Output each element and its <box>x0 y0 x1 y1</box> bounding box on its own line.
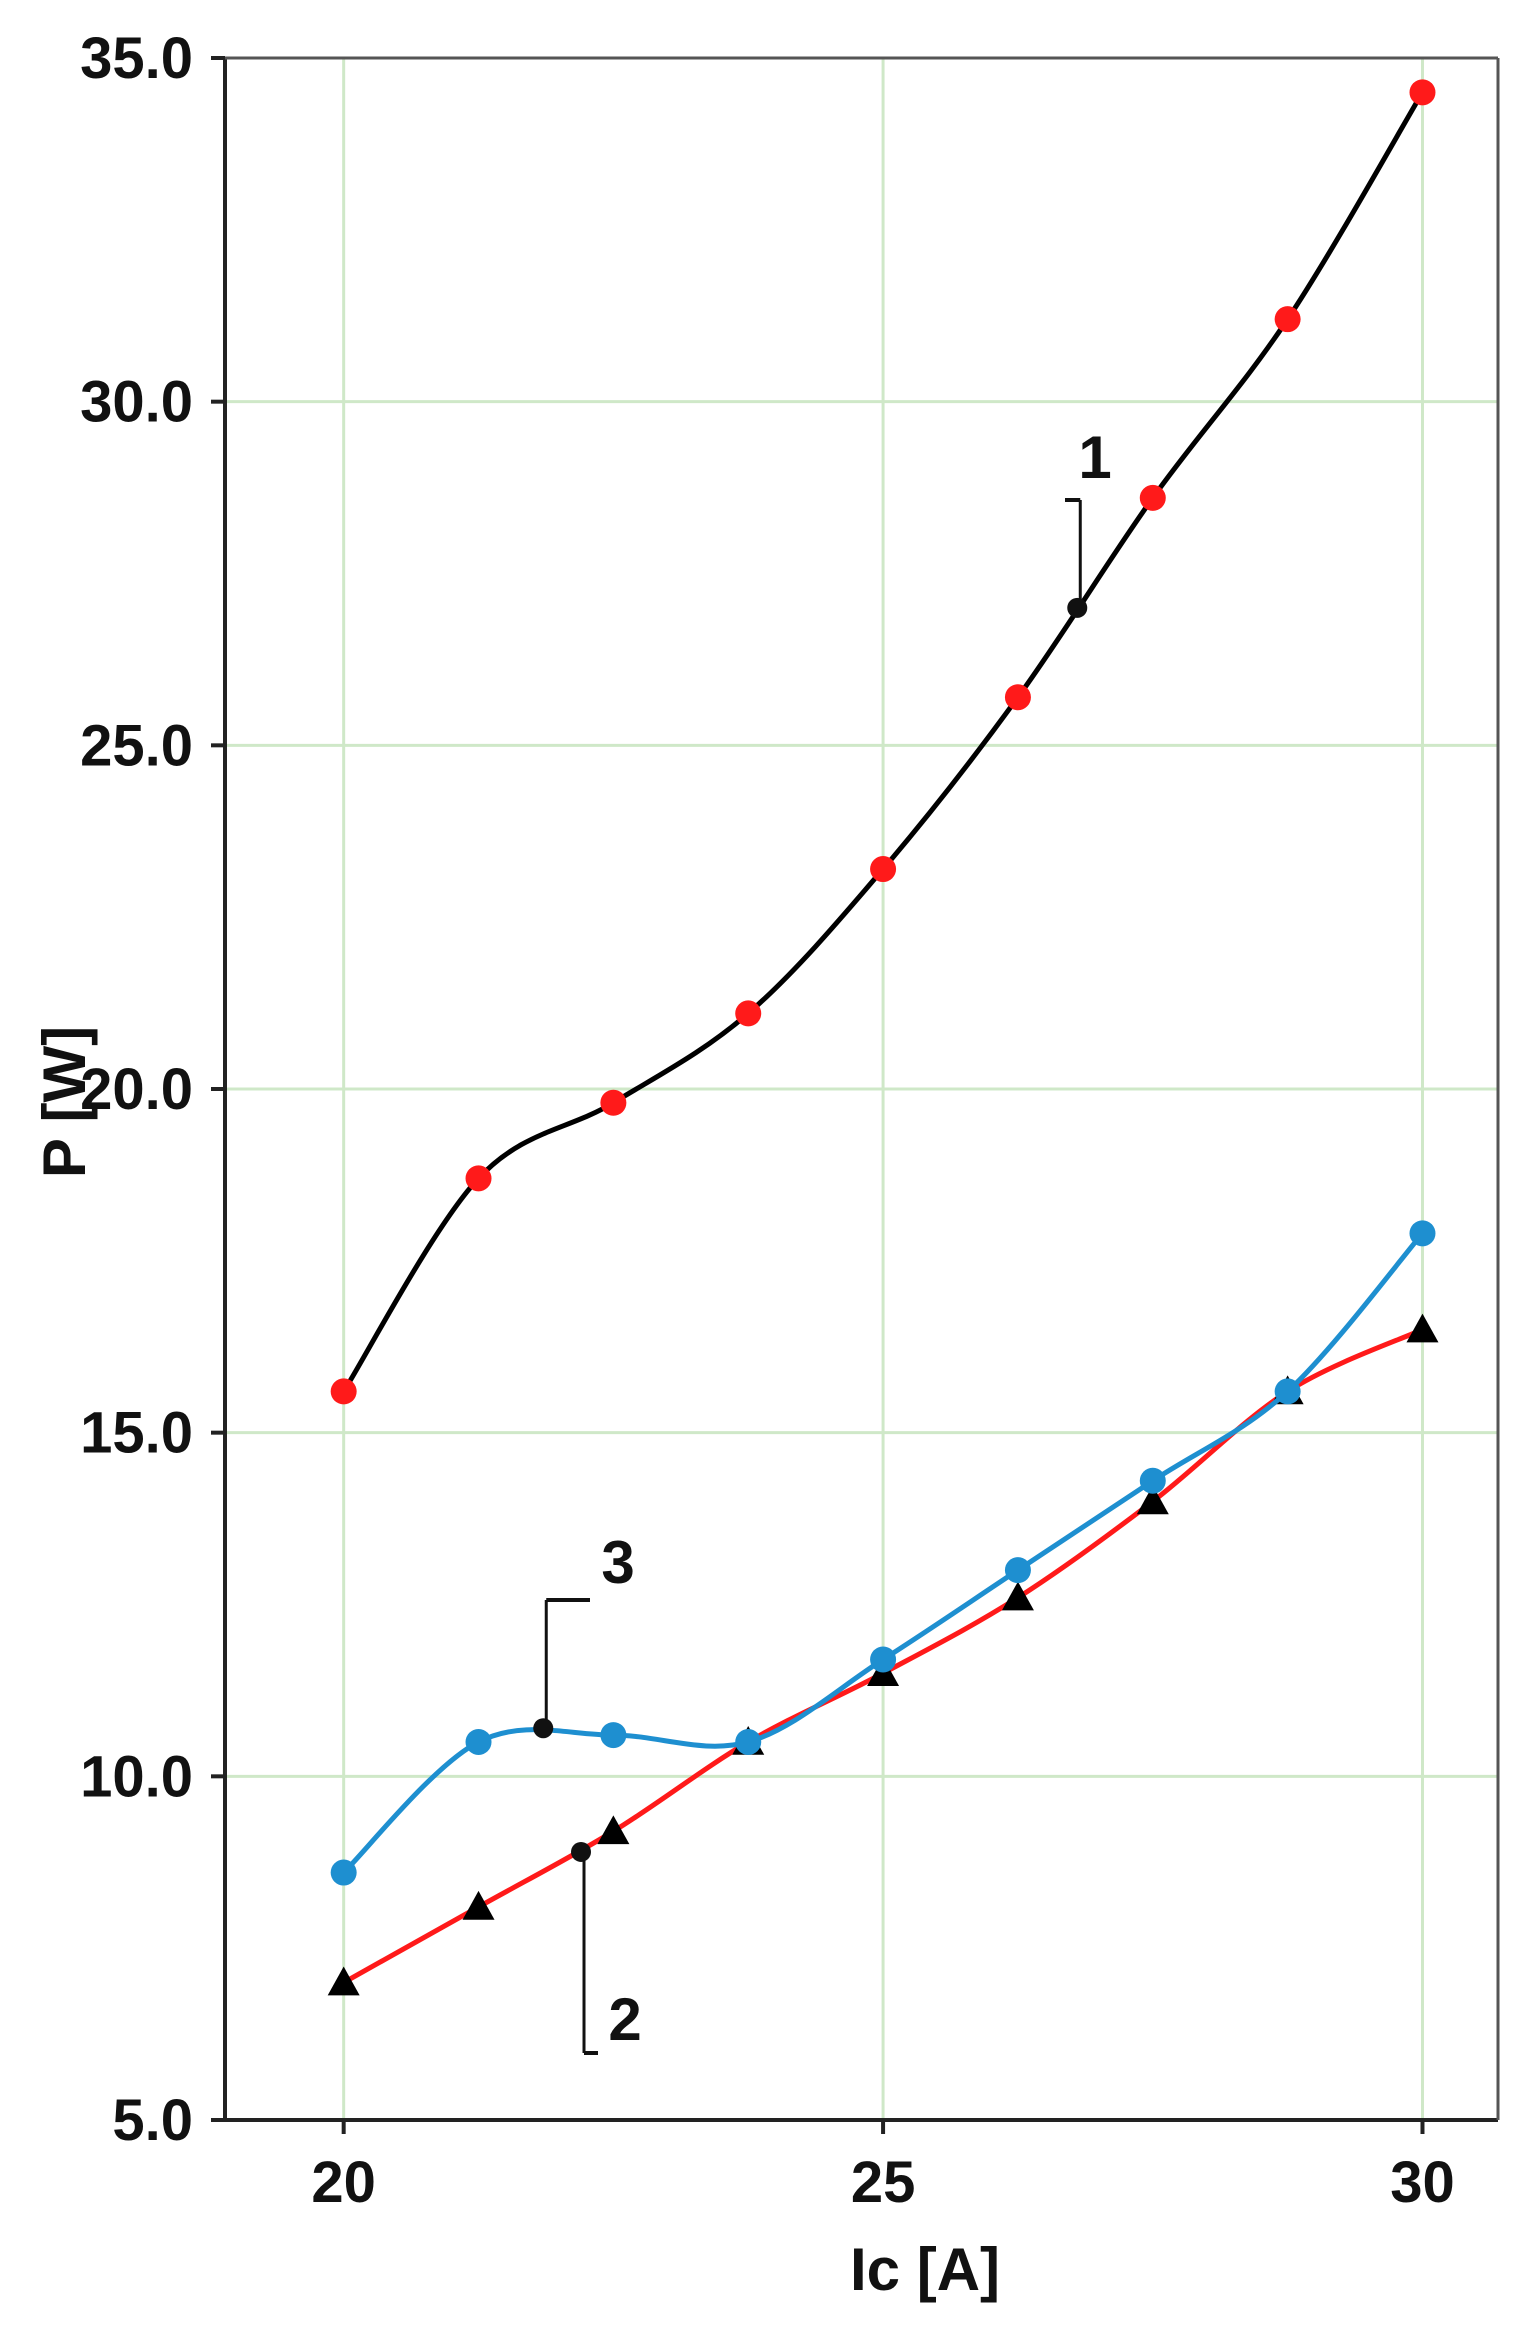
y-tick-label: 15.0 <box>80 1401 193 1466</box>
series-1-point <box>330 1378 357 1405</box>
series-line-1 <box>341 91 1425 1393</box>
series-2-point <box>1001 1581 1034 1611</box>
series-1-point <box>1274 306 1301 333</box>
series-2-point <box>462 1890 495 1920</box>
series-1-point <box>735 1000 762 1027</box>
series-1-point <box>1139 484 1166 511</box>
series-3-point <box>735 1728 762 1755</box>
series-1-point <box>600 1089 627 1116</box>
annotations-layer: 1 2 3 <box>533 424 1112 2055</box>
series-3-point <box>330 1859 357 1886</box>
series-1-point <box>1409 79 1436 106</box>
x-tick-label: 30 <box>1390 2150 1455 2215</box>
x-axis-label: Ic [A] <box>850 2236 1000 2303</box>
series-3-point <box>465 1728 492 1755</box>
series-3-point <box>1139 1467 1166 1494</box>
series-1-point <box>870 856 897 883</box>
y-tick-label: 25.0 <box>80 713 193 778</box>
y-tick-label: 5.0 <box>112 2088 193 2153</box>
series-2-point <box>1136 1485 1169 1515</box>
y-axis-label: P [W] <box>31 1026 98 1178</box>
series-2-point <box>1406 1313 1439 1343</box>
y-tick-label: 10.0 <box>80 1744 193 1809</box>
tick-layer: 5.0 10.0 15.0 20.0 25.0 30.0 35.0 20 25 30 <box>80 26 1455 2215</box>
x-tick-label: 25 <box>851 2150 916 2215</box>
grid <box>225 56 1498 2122</box>
annotation-point-1 <box>1067 597 1088 618</box>
series-3-point <box>870 1646 897 1673</box>
y-tick-label: 30.0 <box>80 370 193 435</box>
series-2-point <box>597 1815 630 1845</box>
annotation-label-3: 3 <box>601 1529 634 1596</box>
annotation-point-2 <box>571 1841 592 1862</box>
annotation-label-1: 1 <box>1078 424 1111 491</box>
x-tick-label: 20 <box>311 2150 376 2215</box>
series-3-point <box>1409 1220 1436 1247</box>
annotation-label-2: 2 <box>608 1986 641 2053</box>
series-3-point <box>1004 1557 1031 1584</box>
series-2-point <box>327 1966 360 1996</box>
annotation-point-3 <box>533 1718 554 1739</box>
series-3-point <box>600 1722 627 1749</box>
series-1-point <box>465 1165 492 1192</box>
series-3-point <box>1274 1378 1301 1405</box>
y-tick-label: 20.0 <box>80 1057 193 1122</box>
series-1-point <box>1004 684 1031 711</box>
series-layer <box>327 79 1439 1996</box>
y-tick-label: 35.0 <box>80 26 193 91</box>
